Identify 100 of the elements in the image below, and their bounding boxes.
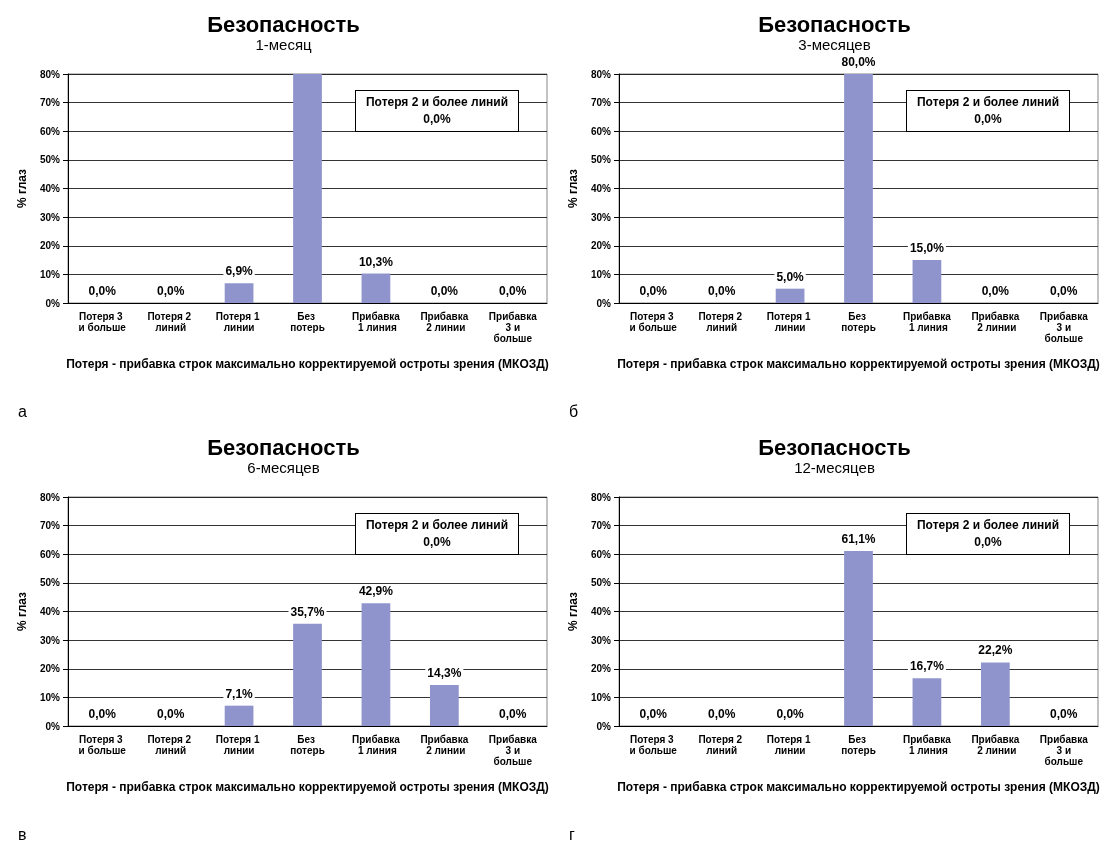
x-tick-label: Без потерь (290, 311, 325, 333)
text: г (568, 826, 576, 844)
y-tick-label: 80% (39, 491, 61, 503)
x-tick-label: Потеря 3 и больше (78, 734, 127, 756)
y-tick-label: 50% (590, 154, 612, 166)
data-label: 0,0% (88, 284, 117, 298)
x-tick-label: Потеря 1 линии (215, 311, 263, 333)
bar (912, 260, 942, 303)
data-label: 15,0% (909, 241, 945, 256)
data-label: 0,0% (430, 284, 459, 298)
y-tick-label: 0% (45, 720, 61, 732)
y-tick-label: 70% (590, 520, 612, 532)
x-tick-label: Потеря 2 линий (698, 734, 745, 756)
data-label: 0,0% (499, 284, 527, 298)
x-tick-label: Потеря 1 линии (766, 311, 814, 333)
data-label: 0,0% (156, 707, 185, 721)
text: а (17, 403, 28, 421)
y-tick-label: 80% (590, 68, 612, 80)
y-tick-label: 0% (596, 297, 612, 309)
bar (775, 288, 805, 303)
bar (980, 662, 1010, 726)
x-tick-label: Потеря 3 и больше (629, 734, 678, 756)
text: в (17, 826, 28, 844)
y-tick-label: 50% (39, 577, 61, 589)
bar (293, 623, 322, 726)
data-label: 0,0% (776, 707, 805, 721)
chart-title: Безопасность (207, 434, 360, 460)
bar (361, 603, 391, 726)
data-label: 0,0% (499, 707, 527, 721)
chart-title: Безопасность (758, 434, 911, 460)
x-tick-label: Потеря 3 и больше (78, 311, 127, 333)
y-tick-label: 60% (39, 548, 61, 560)
y-tick-label: 20% (39, 240, 61, 252)
x-tick-label: Прибавка 3 и больше (488, 734, 538, 767)
data-label: 6,9% (225, 264, 254, 279)
y-tick-label: 10% (39, 268, 61, 280)
x-axis-title: Потеря - прибавка строк максимально корректируемой остроты зрения (МКОЗД) (617, 356, 1100, 371)
bar (429, 685, 459, 726)
x-tick-label: Потеря 2 линий (147, 734, 194, 756)
y-tick-label: 10% (590, 691, 612, 703)
x-tick-label: Без потерь (841, 734, 876, 756)
chart-title: Безопасность (758, 11, 911, 37)
data-label: 7,1% (225, 686, 254, 701)
y-tick-label: 70% (39, 97, 61, 109)
chart-subtitle: 1-месяц (255, 36, 313, 53)
y-axis-title: % глаз (566, 168, 580, 209)
data-label: 0,0% (639, 707, 668, 721)
x-tick-label: Прибавка 2 линии (971, 734, 1020, 756)
data-label: 80,0% (841, 55, 876, 69)
data-label: 61,1% (841, 532, 876, 547)
data-label: 22,2% (978, 643, 1013, 658)
data-label: 0,0% (639, 284, 668, 298)
bar (844, 74, 873, 303)
data-label: 0,0% (1050, 707, 1078, 721)
x-tick-label: Прибавка 3 и больше (488, 311, 538, 344)
chart-subtitle: 3-месяцев (798, 36, 871, 53)
x-axis-title: Потеря - прибавка строк максимально корректируемой остроты зрения (МКОЗД) (66, 779, 549, 794)
y-tick-label: 40% (590, 606, 612, 617)
y-tick-label: 30% (590, 634, 612, 646)
y-tick-label: 40% (39, 606, 61, 617)
x-tick-label: Прибавка 3 и больше (1039, 311, 1089, 344)
x-tick-label: Потеря 2 линий (147, 311, 194, 333)
chart-subtitle: 12-месяцев (794, 459, 875, 476)
y-tick-label: 30% (39, 211, 61, 223)
data-label: 16,7% (909, 659, 945, 674)
y-axis-title: % глаз (15, 168, 29, 209)
y-tick-label: 20% (590, 240, 612, 252)
y-tick-label: 60% (590, 125, 612, 137)
text: б (568, 403, 580, 421)
data-label: 42,9% (358, 584, 394, 599)
x-tick-label: Потеря 1 линии (215, 734, 263, 756)
y-tick-label: 10% (590, 268, 612, 280)
data-label: 0,0% (707, 284, 736, 298)
annotation: Потеря 2 и более линий 0,0% (355, 90, 519, 132)
bar (844, 551, 873, 726)
data-label: 0,0% (707, 707, 736, 721)
x-tick-label: Потеря 3 и больше (629, 311, 678, 333)
bar (912, 678, 942, 726)
x-axis-title: Потеря - прибавка строк максимально корректируемой остроты зрения (МКОЗД) (617, 779, 1100, 794)
chart-subtitle: 6-месяцев (247, 459, 320, 476)
annotation: Потеря 2 и более линий 0,0% (906, 90, 1070, 132)
y-tick-label: 60% (39, 125, 61, 137)
annotation: Потеря 2 и более линий 0,0% (355, 513, 519, 555)
bar (361, 273, 391, 303)
x-tick-label: Прибавка 1 линия (351, 311, 401, 333)
data-label: 10,3% (358, 254, 394, 269)
chart-title: Безопасность (207, 11, 360, 37)
data-label: 0,0% (981, 284, 1010, 298)
y-tick-label: 20% (39, 663, 61, 675)
data-label: 5,0% (776, 269, 805, 284)
x-tick-label: Прибавка 3 и больше (1039, 734, 1089, 767)
y-tick-label: 0% (596, 720, 612, 732)
x-axis-title: Потеря - прибавка строк максимально корректируемой остроты зрения (МКОЗД) (66, 356, 549, 371)
x-tick-label: Без потерь (290, 734, 325, 756)
y-tick-label: 40% (590, 183, 612, 194)
y-tick-label: 40% (39, 183, 61, 194)
x-tick-label: Прибавка 1 линия (902, 734, 952, 756)
data-label: 0,0% (156, 284, 185, 298)
data-label: 35,7% (290, 604, 325, 619)
bar (224, 705, 254, 726)
